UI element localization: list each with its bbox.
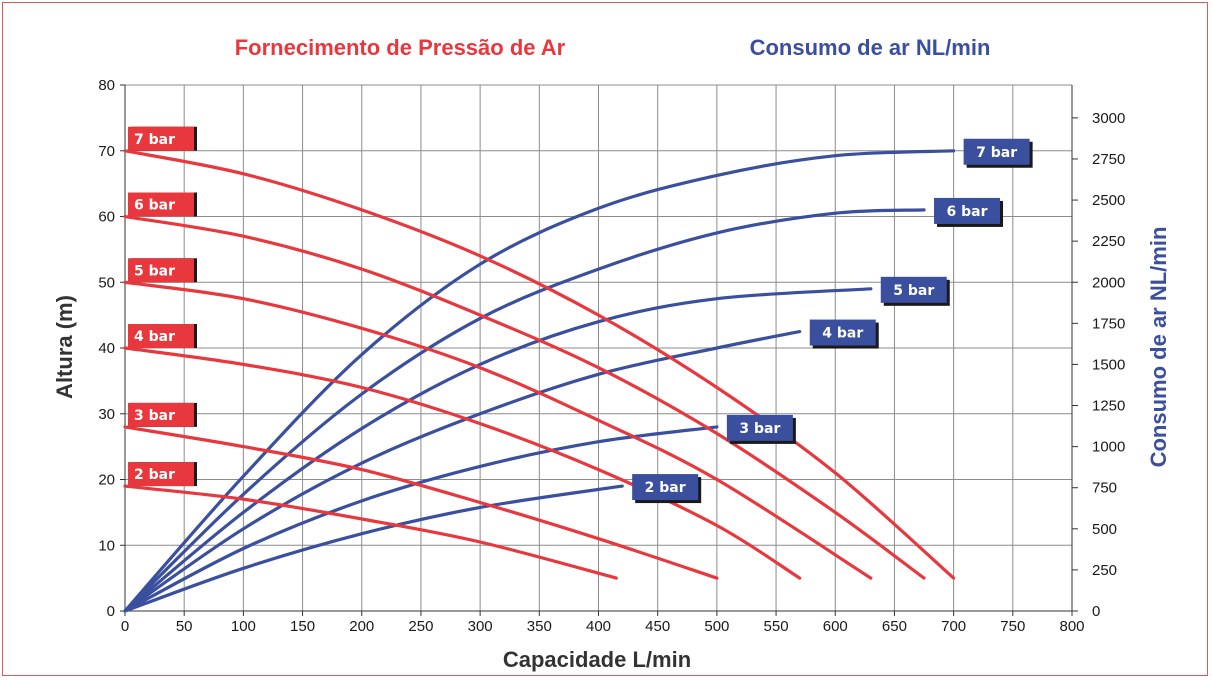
x-tick-label: 650 [882,618,907,635]
label-text: 7 bar [134,132,175,148]
label-box [880,276,947,303]
consumption-header: Consumo de ar NL/min [750,35,991,60]
label-box [128,462,194,487]
consumption-label-4-bar: 4 bar [809,319,879,349]
x-tick-label: 0 [121,618,129,635]
y2-tick-label: 500 [1092,521,1117,538]
pressure-curve-3-bar [123,425,719,580]
y2-tick-label: 3000 [1092,110,1125,127]
label-box [726,414,793,441]
y-tick-label: 60 [98,209,115,226]
pressure-label-7-bar: 7 bar [128,126,197,151]
pressure-label-2-bar: 2 bar [128,462,197,487]
label-box [128,402,194,427]
pressure-label-6-bar: 6 bar [128,192,197,217]
label-box [963,138,1030,165]
label-box [128,324,194,348]
x-tick-label: 500 [704,618,729,635]
consumption-curve-6-bar [123,208,926,613]
y2-axis-title: Consumo de ar NL/min [1146,227,1171,468]
y2-tick-label: 1750 [1092,315,1125,332]
label-box [128,126,194,151]
label-text: 2 bar [134,467,175,483]
x-tick-label: 400 [586,618,611,635]
x-tick-label: 350 [527,618,552,635]
consumption-label-6-bar: 6 bar [934,197,1004,227]
y-axis-title: Altura (m) [52,295,77,399]
label-text: 6 bar [947,204,988,220]
y2-tick-label: 1250 [1092,398,1125,415]
x-tick-label: 700 [941,618,966,635]
label-box [809,319,876,346]
label-box [934,197,1001,224]
series-lines [123,149,956,613]
x-tick-label: 50 [176,618,193,635]
consumption-curve-5-bar [123,287,873,613]
pressure-curve-6-bar [123,214,926,580]
x-tick-label: 750 [1000,618,1025,635]
y2-tick-label: 750 [1092,480,1117,497]
label-text: 4 bar [134,329,175,345]
pressure-label-3-bar: 3 bar [128,402,197,427]
label-box [128,258,194,283]
pressure-curve-7-bar [123,149,956,580]
x-tick-label: 150 [290,618,315,635]
label-box [632,474,699,501]
x-tick-label: 550 [764,618,789,635]
y-tick-label: 30 [98,406,115,423]
y-tick-label: 20 [98,472,115,489]
x-tick-label: 200 [349,618,374,635]
y-tick-label: 0 [107,603,115,620]
y2-tick-label: 2250 [1092,233,1125,250]
consumption-label-7-bar: 7 bar [963,138,1033,168]
y2-tick-label: 2750 [1092,151,1125,168]
x-axis-title: Capacidade L/min [503,647,691,672]
y-tick-label: 10 [98,537,115,554]
pressure-curve-5-bar [123,280,873,580]
y-tick-label: 80 [98,77,115,94]
label-text: 5 bar [893,283,934,299]
consumption-label-2-bar: 2 bar [632,474,702,504]
label-text: 5 bar [134,263,175,279]
x-tick-label: 450 [645,618,670,635]
consumption-curve-4-bar [123,330,802,613]
y2-tick-label: 250 [1092,562,1117,579]
label-text: 7 bar [976,145,1017,161]
tick-labels: 0 50 100 150 200 250 300 350 400 450 500 550 600 650 7… [98,77,1125,635]
label-text: 6 bar [134,198,175,214]
series-labels: 7 bar 6 bar 5 bar 4 bar 3 bar 2 bar 7 bar 6 bar… [128,126,1033,504]
label-text: 3 bar [134,408,175,424]
x-tick-label: 600 [823,618,848,635]
consumption-curve-7-bar [123,149,956,613]
x-tick-label: 300 [468,618,493,635]
label-text: 4 bar [822,326,863,342]
label-box [128,192,194,217]
x-tick-label: 250 [408,618,433,635]
y2-tick-label: 1500 [1092,356,1125,373]
consumption-label-3-bar: 3 bar [726,414,796,444]
y2-tick-label: 1000 [1092,439,1125,456]
grid [120,84,1078,616]
pressure-label-4-bar: 4 bar [128,324,197,348]
x-tick-label: 800 [1059,618,1084,635]
label-text: 3 bar [739,421,780,437]
y2-tick-label: 2000 [1092,274,1125,291]
y-tick-label: 50 [98,274,115,291]
x-tick-label: 100 [231,618,256,635]
y2-tick-label: 0 [1092,603,1100,620]
pressure-header: Fornecimento de Pressão de Ar [235,35,566,60]
y-tick-label: 70 [98,143,115,160]
consumption-label-5-bar: 5 bar [880,276,950,306]
y2-tick-label: 2500 [1092,192,1125,209]
pressure-curve-4-bar [123,346,802,580]
y-tick-label: 40 [98,340,115,357]
pressure-curve-2-bar [123,484,618,580]
label-text: 2 bar [645,480,686,496]
pressure-label-5-bar: 5 bar [128,258,197,283]
consumption-curve-2-bar [123,484,624,613]
